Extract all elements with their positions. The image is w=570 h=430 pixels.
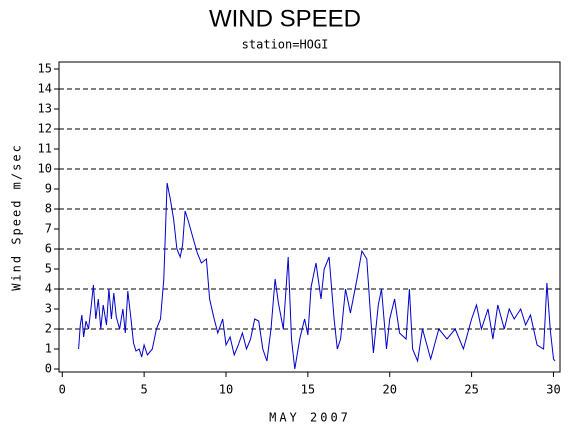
y-tick-label: 13 bbox=[38, 102, 52, 116]
x-tick-label: 20 bbox=[382, 383, 396, 397]
y-tick-label: 5 bbox=[45, 262, 52, 276]
y-tick-label: 12 bbox=[38, 122, 52, 136]
x-tick-label: 10 bbox=[219, 383, 233, 397]
x-tick-label: 15 bbox=[301, 383, 315, 397]
y-tick-label: 10 bbox=[38, 162, 52, 176]
y-tick-label: 1 bbox=[45, 342, 52, 356]
y-tick-label: 6 bbox=[45, 242, 52, 256]
x-tick-label: 25 bbox=[464, 383, 478, 397]
y-axis-label: Wind Speed m/sec bbox=[10, 143, 24, 291]
y-tick-label: 15 bbox=[38, 62, 52, 76]
chart-subtitle: station=HOGI bbox=[242, 38, 329, 52]
x-axis-label: MAY 2007 bbox=[269, 411, 351, 425]
y-tick-label: 3 bbox=[45, 302, 52, 316]
y-tick-label: 2 bbox=[45, 322, 52, 336]
data-line bbox=[78, 182, 556, 370]
x-tick-label: 0 bbox=[59, 383, 66, 397]
y-tick-label: 4 bbox=[45, 282, 52, 296]
y-tick-label: 8 bbox=[45, 202, 52, 216]
x-tick-label: 30 bbox=[546, 383, 560, 397]
y-tick-label: 9 bbox=[45, 182, 52, 196]
y-tick-label: 11 bbox=[38, 142, 52, 156]
x-tick-label: 5 bbox=[141, 383, 148, 397]
plot-frame bbox=[58, 61, 561, 373]
y-tick-label: 7 bbox=[45, 222, 52, 236]
y-tick-label: 0 bbox=[45, 362, 52, 376]
y-tick-label: 14 bbox=[38, 82, 52, 96]
chart-title: WIND SPEED bbox=[209, 5, 361, 32]
